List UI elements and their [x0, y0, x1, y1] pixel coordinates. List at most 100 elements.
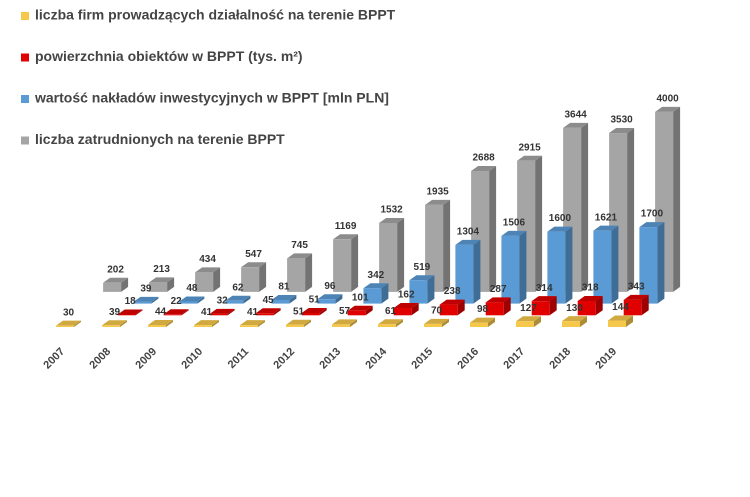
bar-top	[255, 308, 281, 314]
bar-top	[655, 106, 681, 112]
bar-side	[335, 294, 343, 304]
bar	[103, 277, 129, 292]
bar-front	[195, 272, 214, 292]
bar-side	[396, 319, 403, 327]
bar-top	[163, 309, 189, 315]
legend-swatch	[21, 95, 29, 103]
bar	[439, 299, 465, 316]
bar	[163, 309, 189, 316]
bar-side	[305, 253, 313, 292]
bar	[577, 295, 603, 316]
bar-top	[609, 128, 635, 134]
data-label: 287	[490, 284, 507, 295]
data-label: 101	[352, 292, 369, 303]
data-label: 3644	[564, 110, 587, 121]
bar-front	[117, 314, 136, 316]
bar-side	[304, 319, 311, 327]
bar	[241, 262, 267, 292]
data-label: 41	[201, 307, 213, 318]
data-label: 2915	[518, 142, 541, 153]
data-label: 314	[536, 283, 553, 294]
bar-front	[255, 313, 274, 316]
x-tick-label: 2010	[179, 346, 205, 372]
data-label: 1532	[380, 205, 403, 216]
bar-side	[626, 315, 633, 327]
x-tick-label: 2007	[41, 346, 67, 372]
bar-side	[273, 308, 281, 316]
bar-front	[333, 239, 352, 292]
bar-front	[103, 282, 122, 292]
bar-top	[117, 309, 143, 315]
bar-side	[212, 320, 219, 327]
bar-front	[470, 322, 488, 327]
bar-side	[503, 297, 511, 316]
bar-front	[240, 325, 258, 327]
bar-top	[102, 320, 127, 326]
bar-front	[639, 227, 658, 304]
bar-top	[347, 305, 373, 311]
bar-top	[209, 308, 235, 314]
bar-top	[470, 317, 495, 323]
bar-side	[488, 317, 495, 327]
bar-top	[425, 199, 451, 205]
bar-front	[378, 324, 396, 327]
data-label: 547	[245, 249, 262, 260]
bar-front	[194, 325, 212, 327]
data-label: 41	[247, 307, 259, 318]
bar-top	[333, 234, 359, 240]
bar-top	[393, 303, 419, 309]
bar-side	[120, 320, 127, 327]
bar-front	[608, 320, 626, 327]
bar-side	[489, 165, 497, 292]
bar-side	[581, 122, 589, 292]
bar-top	[317, 294, 343, 300]
x-tick-label: 2016	[455, 346, 481, 372]
x-tick-label: 2009	[133, 346, 159, 372]
bar	[501, 230, 527, 304]
bar	[470, 317, 495, 327]
bar-side	[151, 296, 159, 304]
bar-front	[148, 325, 166, 327]
data-label: 1935	[426, 186, 449, 197]
bar-side	[258, 320, 265, 327]
data-label: 343	[628, 282, 645, 293]
bar-front	[379, 222, 398, 292]
data-label: 238	[444, 286, 461, 297]
bar-front	[577, 300, 596, 316]
legend-label: liczba zatrudnionych na terenie BPPT	[35, 131, 285, 147]
bar	[347, 305, 373, 316]
bar-front	[332, 324, 350, 327]
bar-front	[363, 288, 382, 304]
bar	[455, 239, 481, 304]
bar	[225, 295, 251, 304]
bar	[516, 316, 541, 327]
bar	[148, 320, 173, 327]
data-label: 18	[125, 296, 137, 307]
bar-front	[209, 313, 228, 316]
bar-front	[547, 231, 566, 304]
data-label: 144	[612, 302, 629, 313]
bar-top	[332, 319, 357, 325]
bar-front	[425, 204, 444, 292]
bar-side	[535, 155, 543, 292]
bar-side	[213, 267, 221, 292]
bar-side	[673, 106, 681, 292]
bar	[363, 283, 389, 304]
bar-top	[547, 226, 573, 232]
bar	[639, 222, 665, 304]
bar	[485, 297, 511, 316]
data-label: 44	[155, 307, 167, 318]
bar-top	[148, 320, 173, 326]
data-label: 342	[368, 270, 385, 281]
data-label: 57	[339, 306, 351, 317]
bar-top	[409, 275, 435, 281]
bar-front	[301, 313, 320, 316]
data-label: 318	[582, 283, 599, 294]
bar-side	[442, 318, 449, 327]
bar-front	[286, 324, 304, 327]
bar-top	[240, 320, 265, 326]
bar-side	[443, 199, 451, 292]
bar-top	[286, 319, 311, 325]
bar	[562, 316, 587, 327]
bar-front	[439, 304, 458, 316]
